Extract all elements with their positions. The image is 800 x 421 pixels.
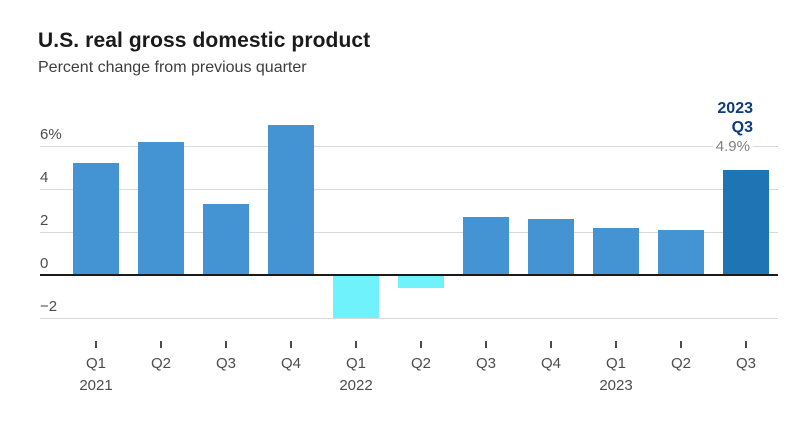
gridline xyxy=(40,189,778,190)
x-axis-tick xyxy=(615,341,617,348)
bar xyxy=(73,163,119,275)
bar xyxy=(268,124,314,275)
y-axis-label: −2 xyxy=(40,298,58,315)
x-axis-tick xyxy=(355,341,357,348)
bar xyxy=(463,216,509,275)
x-axis-tick xyxy=(95,341,97,348)
quarter-label: Q1 xyxy=(85,355,106,372)
x-axis-tick xyxy=(225,341,227,348)
y-axis-label: 0 xyxy=(40,255,49,272)
x-axis-tick xyxy=(680,341,682,348)
quarter-label: Q3 xyxy=(475,355,496,372)
year-label: 2021 xyxy=(79,377,113,394)
x-axis-tick xyxy=(745,341,747,348)
y-axis-label: 6% xyxy=(40,126,62,143)
chart-subtitle: Percent change from previous quarter xyxy=(38,59,307,76)
quarter-label: Q1 xyxy=(605,355,626,372)
x-axis-tick xyxy=(290,341,292,348)
annotation-year: 2023 xyxy=(717,100,753,117)
quarter-label: Q2 xyxy=(670,355,691,372)
quarter-label: Q3 xyxy=(735,355,756,372)
year-label: 2023 xyxy=(599,377,633,394)
chart-title: U.S. real gross domestic product xyxy=(38,29,371,52)
gridline xyxy=(40,318,778,319)
gridline xyxy=(40,146,778,147)
gridline xyxy=(40,232,778,233)
annotation-latest-quarter: 2023 Q3 4.9% xyxy=(712,99,753,156)
y-axis-label: 2 xyxy=(40,212,49,229)
annotation-quarter: Q3 xyxy=(731,119,753,136)
bar xyxy=(203,204,249,275)
x-axis-tick xyxy=(160,341,162,348)
annotation-value: 4.9% xyxy=(712,137,753,156)
year-label: 2022 xyxy=(339,377,373,394)
bar xyxy=(593,227,639,275)
quarter-label: Q4 xyxy=(280,355,301,372)
bar xyxy=(528,219,574,275)
bar xyxy=(658,229,704,275)
bar xyxy=(333,275,379,318)
bar xyxy=(723,169,769,275)
y-axis-label: 4 xyxy=(40,169,49,186)
x-axis-tick xyxy=(485,341,487,348)
bar xyxy=(138,141,184,275)
x-axis-tick xyxy=(420,341,422,348)
quarter-label: Q4 xyxy=(540,355,561,372)
quarter-label: Q2 xyxy=(410,355,431,372)
quarter-label: Q2 xyxy=(150,355,171,372)
x-axis-tick xyxy=(550,341,552,348)
zero-axis-line xyxy=(40,274,778,276)
quarter-label: Q1 xyxy=(345,355,366,372)
quarter-label: Q3 xyxy=(215,355,236,372)
bar xyxy=(398,275,444,288)
